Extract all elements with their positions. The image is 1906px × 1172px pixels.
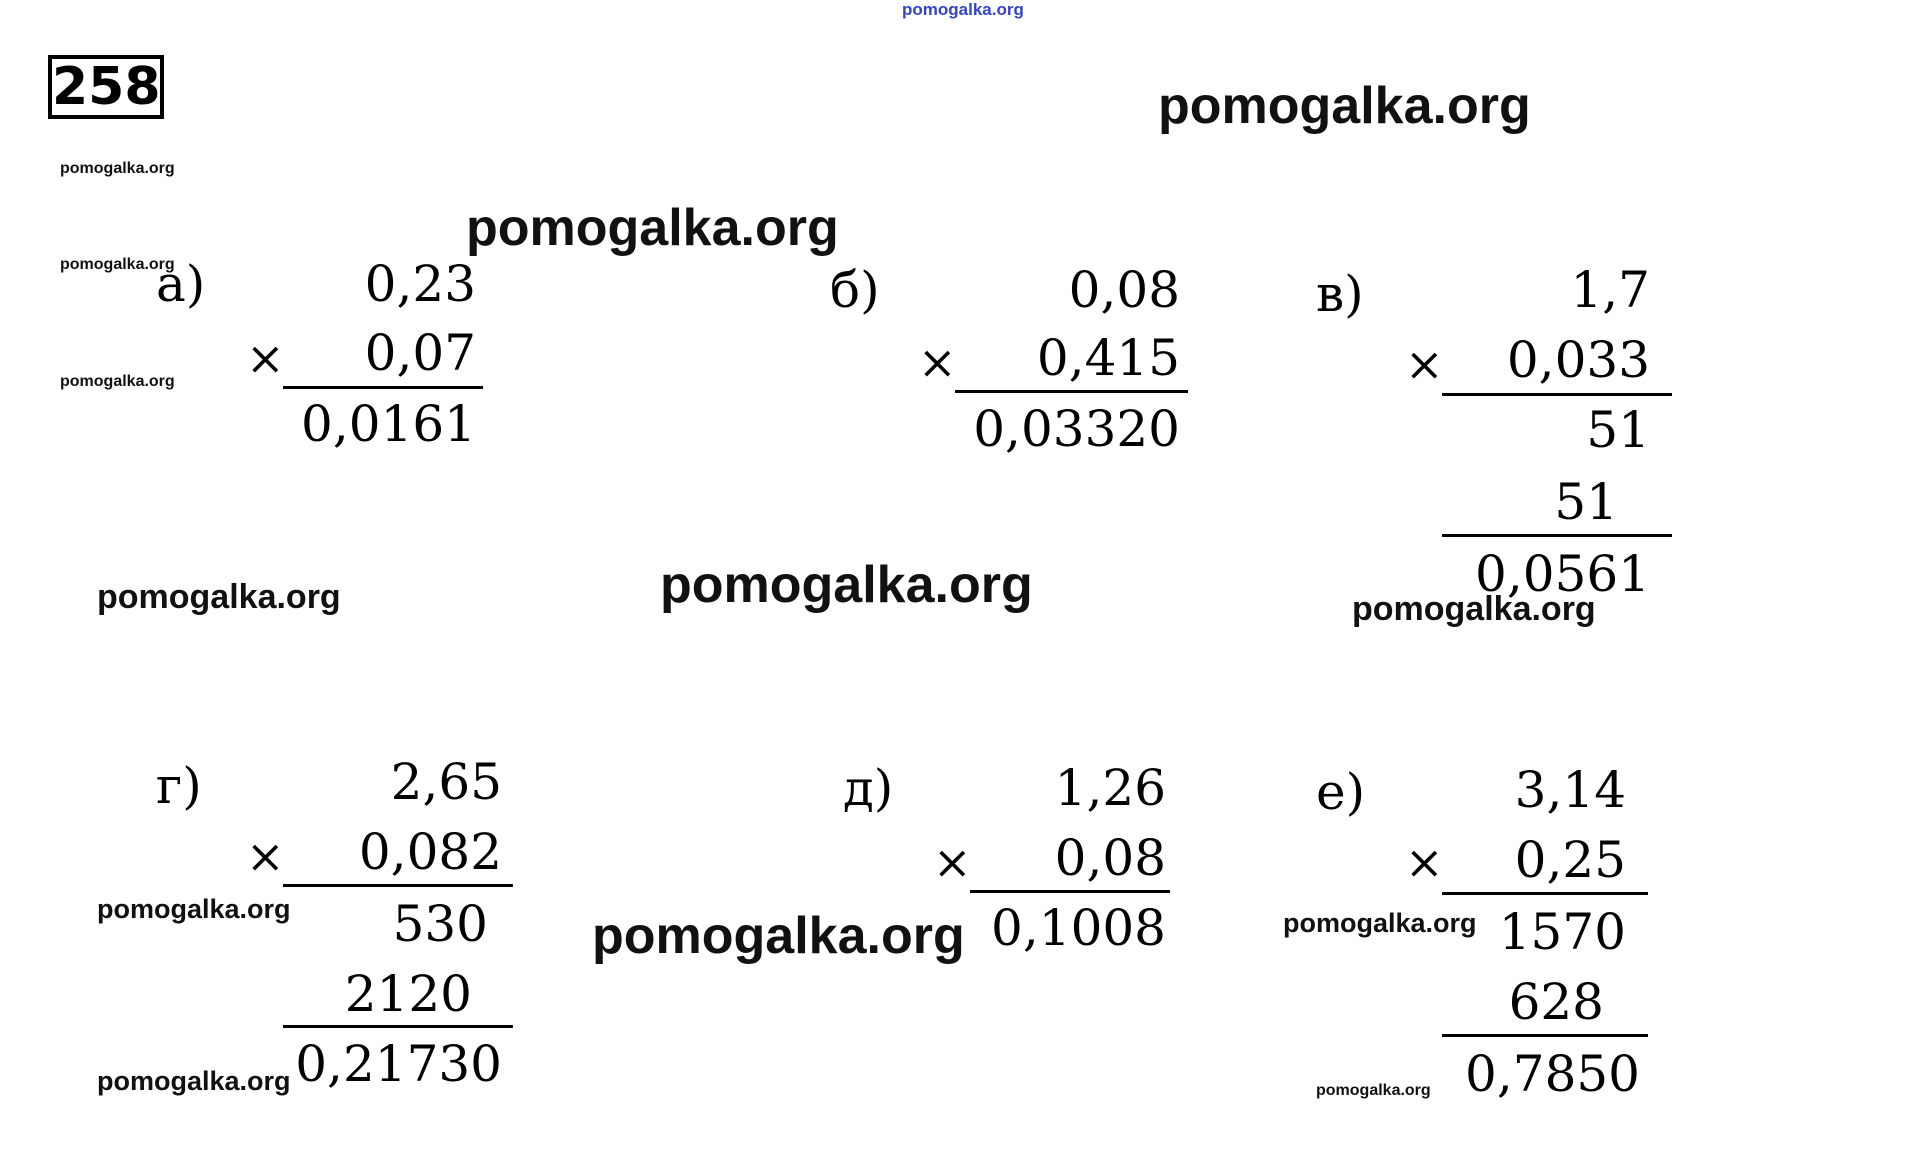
multiplication-line <box>1442 892 1648 895</box>
watermark: pomogalka.org <box>660 556 1033 614</box>
problem-v-multiplier: 0,033 <box>1506 331 1650 389</box>
problem-b-multiplier: 0,415 <box>1036 329 1180 387</box>
watermark: pomogalka.org <box>60 256 175 273</box>
problem-b-multiplicand: 0,08 <box>1068 261 1180 319</box>
problem-a-multiplier: 0,07 <box>364 324 476 382</box>
problem-v-partial-2: 51 <box>1554 473 1618 531</box>
problem-number: 258 <box>48 55 164 119</box>
problem-d-multiplier: 0,08 <box>1054 829 1166 887</box>
times-sign: × <box>1405 337 1444 391</box>
problem-b-label: б) <box>830 261 880 319</box>
problem-e-partial-2: 628 <box>1508 973 1604 1031</box>
times-sign: × <box>246 829 285 883</box>
problem-b-result: 0,03320 <box>973 400 1180 458</box>
problem-e-partial-1: 1570 <box>1498 903 1626 961</box>
watermark: pomogalka.org <box>466 199 839 257</box>
multiplication-line <box>970 890 1170 893</box>
times-sign: × <box>1405 835 1444 889</box>
watermark: pomogalka.org <box>97 578 341 616</box>
problem-d-label: д) <box>843 759 894 817</box>
watermark: pomogalka.org <box>592 907 965 965</box>
problem-g-partial-2: 2120 <box>344 965 472 1023</box>
watermark: pomogalka.org <box>1316 1082 1431 1099</box>
problem-d-multiplicand: 1,26 <box>1054 759 1166 817</box>
multiplication-line <box>955 390 1188 393</box>
watermark: pomogalka.org <box>1352 590 1596 628</box>
watermark-top: pomogalka.org <box>902 0 1024 19</box>
problem-v-result: 0,0561 <box>1475 545 1650 603</box>
problem-e-label: е) <box>1316 763 1366 821</box>
times-sign: × <box>246 331 285 385</box>
problem-a-multiplicand: 0,23 <box>364 255 476 313</box>
problem-e-result: 0,7850 <box>1465 1045 1640 1103</box>
multiplication-line <box>283 884 513 887</box>
problem-g-multiplicand: 2,65 <box>390 753 502 811</box>
watermark: pomogalka.org <box>97 1066 291 1096</box>
problem-v-multiplicand: 1,7 <box>1570 261 1650 319</box>
sum-line <box>283 1025 513 1028</box>
watermark: pomogalka.org <box>60 160 175 177</box>
problem-a-label: а) <box>156 255 206 313</box>
problem-a-result: 0,0161 <box>301 395 476 453</box>
problem-g-multiplier: 0,082 <box>358 823 502 881</box>
problem-d-result: 0,1008 <box>991 899 1166 957</box>
problem-v-label: в) <box>1316 265 1364 323</box>
watermark: pomogalka.org <box>1158 77 1531 135</box>
watermark: pomogalka.org <box>97 894 291 924</box>
times-sign: × <box>918 335 957 389</box>
watermark: pomogalka.org <box>1283 908 1477 938</box>
problem-e-multiplicand: 3,14 <box>1514 761 1626 819</box>
sum-line <box>1442 1034 1648 1037</box>
sum-line <box>1442 534 1672 537</box>
times-sign: × <box>933 835 972 889</box>
problem-g-partial-1: 530 <box>392 895 488 953</box>
watermark: pomogalka.org <box>60 373 175 390</box>
multiplication-line <box>1442 393 1672 396</box>
problem-v-partial-1: 51 <box>1586 401 1650 459</box>
problem-e-multiplier: 0,25 <box>1514 831 1626 889</box>
multiplication-line <box>283 386 483 389</box>
problem-g-label: г) <box>156 757 202 815</box>
problem-g-result: 0,21730 <box>295 1035 502 1093</box>
